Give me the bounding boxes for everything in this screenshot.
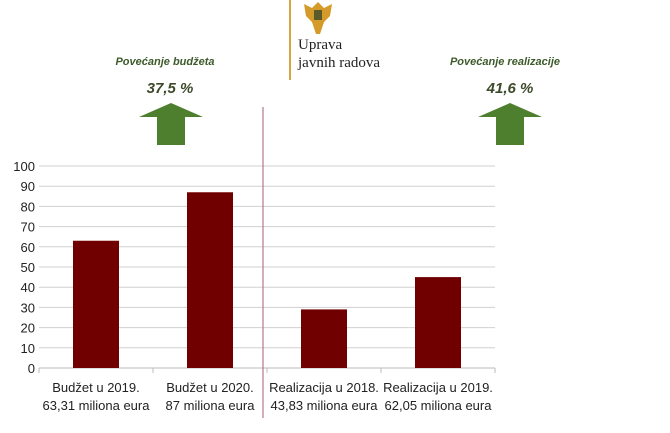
realization-increase-label: Povećanje realizacije xyxy=(449,56,561,68)
y-tick-label: 60 xyxy=(21,240,35,255)
bar xyxy=(187,192,233,368)
y-tick-label: 40 xyxy=(21,280,35,295)
up-arrow-icon xyxy=(478,103,542,145)
bar xyxy=(415,277,461,368)
x-category-label: Realizacija u 2018. xyxy=(269,380,379,395)
x-category-label: 63,31 miliona eura xyxy=(43,398,151,413)
org-name: Uprava javnih radova xyxy=(298,36,380,72)
org-line2: javnih radova xyxy=(298,55,381,71)
bar xyxy=(73,240,119,368)
x-category-label: 87 miliona eura xyxy=(166,398,256,413)
y-tick-label: 90 xyxy=(21,179,35,194)
budget-increase-label: Povećanje budžeta xyxy=(115,56,215,68)
y-tick-label: 0 xyxy=(28,361,35,376)
realization-increase-value: 41,6 % xyxy=(486,80,534,97)
bar xyxy=(301,309,347,368)
x-category-label: 43,83 miliona eura xyxy=(271,398,379,413)
x-category-label: Budžet u 2020. xyxy=(166,380,253,395)
x-category-label: 62,05 miliona eura xyxy=(385,398,493,413)
x-category-label: Budžet u 2019. xyxy=(52,380,139,395)
y-tick-label: 100 xyxy=(13,159,35,174)
y-tick-label: 50 xyxy=(21,260,35,275)
y-tick-label: 20 xyxy=(21,321,35,336)
budget-increase-value: 37,5 % xyxy=(146,80,194,97)
x-category-label: Realizacija u 2019. xyxy=(383,380,493,395)
coat-of-arms-logo xyxy=(304,2,332,34)
y-tick-label: 70 xyxy=(21,220,35,235)
y-tick-label: 10 xyxy=(21,341,35,356)
header-divider xyxy=(289,0,291,80)
org-line1: Uprava xyxy=(298,37,343,53)
up-arrow-icon xyxy=(139,103,203,145)
y-tick-label: 30 xyxy=(21,300,35,315)
y-tick-label: 80 xyxy=(21,199,35,214)
